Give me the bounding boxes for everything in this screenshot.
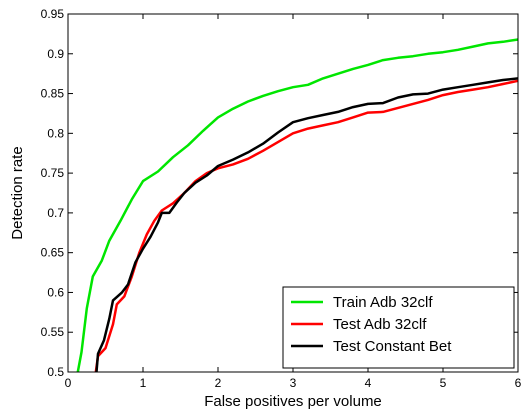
x-tick-label: 1 xyxy=(140,376,147,390)
y-axis-title: Detection rate xyxy=(9,146,26,239)
y-tick-label: 0.95 xyxy=(41,7,65,21)
x-tick-label: 2 xyxy=(215,376,222,390)
legend: Train Adb 32clf Test Adb 32clf Test Consta… xyxy=(282,286,515,369)
series-layer xyxy=(76,38,519,373)
y-tick-label: 0.8 xyxy=(47,126,64,140)
y-tick-label: 0.85 xyxy=(41,87,65,101)
y-tick-label: 0.65 xyxy=(41,246,65,260)
legend-box xyxy=(282,286,515,369)
ticks-layer xyxy=(67,13,519,373)
legend-label-2: Test Adb 32clf xyxy=(333,316,427,333)
y-tick-label: 0.5 xyxy=(47,365,64,379)
legend-label-3: Test Constant Bet xyxy=(333,338,452,355)
y-tick-label: 0.6 xyxy=(47,285,64,299)
x-tick-label: 5 xyxy=(440,376,447,390)
series-line-3 xyxy=(95,77,519,373)
y-tick-label: 0.7 xyxy=(47,206,64,220)
y-tick-label: 0.9 xyxy=(47,47,64,61)
x-tick-label: 6 xyxy=(515,376,521,390)
tick-labels-layer: 0 1 2 3 4 5 6 0.5 0.55 0.6 0.65 0.7 0.75 0.8 0.85 0.9 0.… xyxy=(41,7,521,390)
x-tick-label: 0 xyxy=(65,376,72,390)
x-tick-label: 4 xyxy=(365,376,372,390)
legend-label-1: Train Adb 32clf xyxy=(333,294,433,311)
x-axis-title: False positives per volume xyxy=(204,393,382,410)
x-tick-label: 3 xyxy=(290,376,297,390)
y-tick-label: 0.55 xyxy=(41,325,65,339)
legend-entries: Train Adb 32clf Test Adb 32clf Test Consta… xyxy=(291,294,452,355)
series-line-1 xyxy=(76,38,519,373)
y-tick-label: 0.75 xyxy=(41,166,65,180)
